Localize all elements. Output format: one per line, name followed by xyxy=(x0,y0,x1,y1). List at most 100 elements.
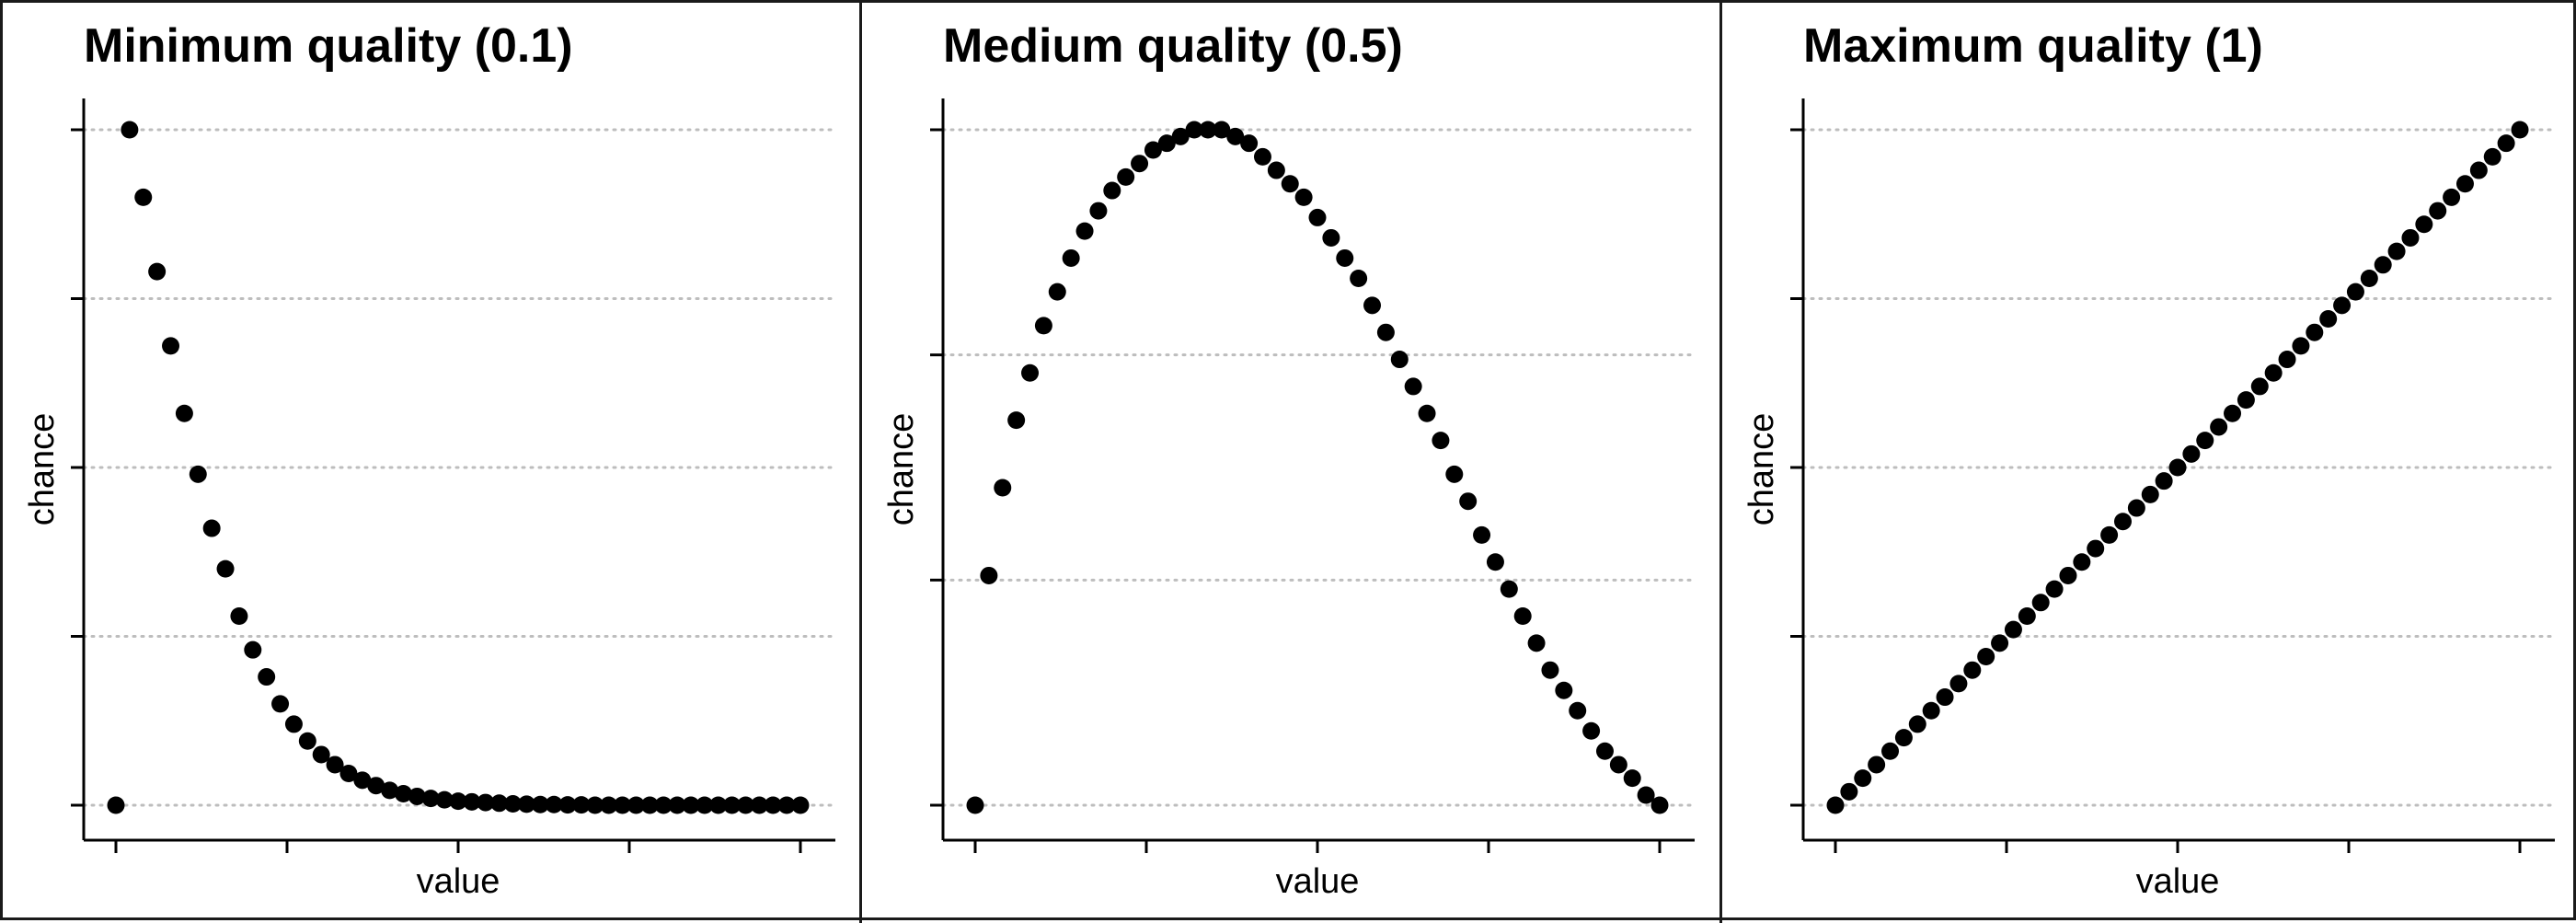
data-point xyxy=(1486,553,1504,571)
data-point xyxy=(2004,620,2022,639)
data-point xyxy=(531,795,549,813)
panel-divider xyxy=(859,3,862,923)
data-point xyxy=(2483,147,2501,166)
data-point xyxy=(421,790,440,808)
data-point xyxy=(175,404,193,422)
data-point xyxy=(1253,147,1271,166)
data-point xyxy=(449,792,467,811)
data-point xyxy=(1513,606,1532,625)
data-point xyxy=(1404,377,1422,396)
data-point xyxy=(1103,181,1121,200)
data-point xyxy=(1977,648,1995,666)
data-point xyxy=(298,732,316,750)
data-point xyxy=(2387,242,2406,260)
data-point xyxy=(1555,681,1573,699)
data-point xyxy=(1171,127,1190,145)
data-point xyxy=(1185,121,1203,139)
data-point xyxy=(2250,377,2269,396)
data-point xyxy=(477,793,495,812)
data-point xyxy=(1826,796,1845,814)
data-point xyxy=(1527,634,1546,652)
panel-title: Maximum quality (1) xyxy=(1803,19,2263,73)
data-point xyxy=(600,796,618,814)
data-point xyxy=(2306,323,2324,341)
data-point xyxy=(1390,351,1409,369)
data-point xyxy=(1007,411,1026,430)
data-point xyxy=(1991,634,2009,652)
x-axis-label: value xyxy=(417,862,500,901)
y-axis-label: chance xyxy=(23,413,62,526)
data-point xyxy=(1089,202,1108,220)
data-point xyxy=(1500,580,1518,598)
panel-maximum-quality: Maximum quality (1) value chance xyxy=(1722,3,2576,923)
data-point xyxy=(572,796,591,814)
data-point xyxy=(1075,222,1094,240)
data-point xyxy=(1582,721,1601,740)
data-point xyxy=(1157,134,1176,153)
scatter-plot-minimum-quality: Minimum quality (0.1) value chance xyxy=(23,19,837,901)
data-point xyxy=(750,796,768,814)
data-point xyxy=(1048,283,1066,301)
data-point xyxy=(1117,167,1135,186)
data-point xyxy=(394,785,412,803)
data-point xyxy=(1350,269,1368,287)
data-point xyxy=(1595,742,1614,760)
data-point xyxy=(107,796,125,814)
data-point xyxy=(1908,715,1926,733)
data-point xyxy=(339,765,358,783)
data-point xyxy=(134,188,153,206)
data-point xyxy=(1473,525,1491,544)
data-point xyxy=(1418,404,1436,422)
scatter-plot-medium-quality: Medium quality (0.5) value chance xyxy=(882,19,1696,901)
data-point xyxy=(244,640,262,659)
data-point xyxy=(1226,127,1245,145)
data-point xyxy=(2469,161,2488,179)
data-point xyxy=(1609,756,1627,774)
y-axis-label: chance xyxy=(882,413,921,526)
data-point xyxy=(408,787,426,805)
data-point xyxy=(2045,580,2064,598)
data-point xyxy=(696,796,714,814)
data-point xyxy=(2155,472,2173,490)
data-point xyxy=(1949,675,1968,693)
data-point xyxy=(586,796,604,814)
data-point xyxy=(777,796,796,814)
data-point xyxy=(2443,188,2461,206)
data-point xyxy=(1144,141,1162,159)
panel-medium-quality: Medium quality (0.5) value chance xyxy=(862,3,1718,923)
data-point xyxy=(463,792,481,811)
data-point xyxy=(2168,458,2187,477)
data-point xyxy=(1199,121,1217,139)
data-point xyxy=(640,796,659,814)
data-point xyxy=(353,771,372,790)
data-point xyxy=(1854,769,1872,788)
data-point xyxy=(2264,363,2283,382)
data-point xyxy=(1432,432,1450,450)
data-point xyxy=(1650,796,1669,814)
data-point xyxy=(1021,363,1040,382)
data-point xyxy=(980,566,998,584)
data-point xyxy=(504,795,523,813)
panel-title: Minimum quality (0.1) xyxy=(84,19,573,73)
data-point xyxy=(312,745,330,764)
data-point xyxy=(2429,202,2447,220)
data-point xyxy=(2059,566,2077,584)
data-point xyxy=(2237,391,2255,410)
data-point xyxy=(2100,525,2119,544)
data-point xyxy=(791,796,810,814)
data-point xyxy=(326,756,344,774)
data-point xyxy=(558,796,577,814)
data-point xyxy=(682,796,700,814)
data-point xyxy=(2073,553,2091,571)
data-point xyxy=(284,715,303,733)
data-point xyxy=(1131,155,1149,173)
data-point xyxy=(2374,256,2392,274)
data-point xyxy=(2333,296,2352,315)
data-point xyxy=(966,796,984,814)
data-point xyxy=(216,560,235,578)
data-point xyxy=(1213,121,1231,139)
data-point xyxy=(654,796,673,814)
data-point xyxy=(1336,248,1354,267)
data-point xyxy=(545,795,563,813)
data-point xyxy=(2360,269,2378,287)
